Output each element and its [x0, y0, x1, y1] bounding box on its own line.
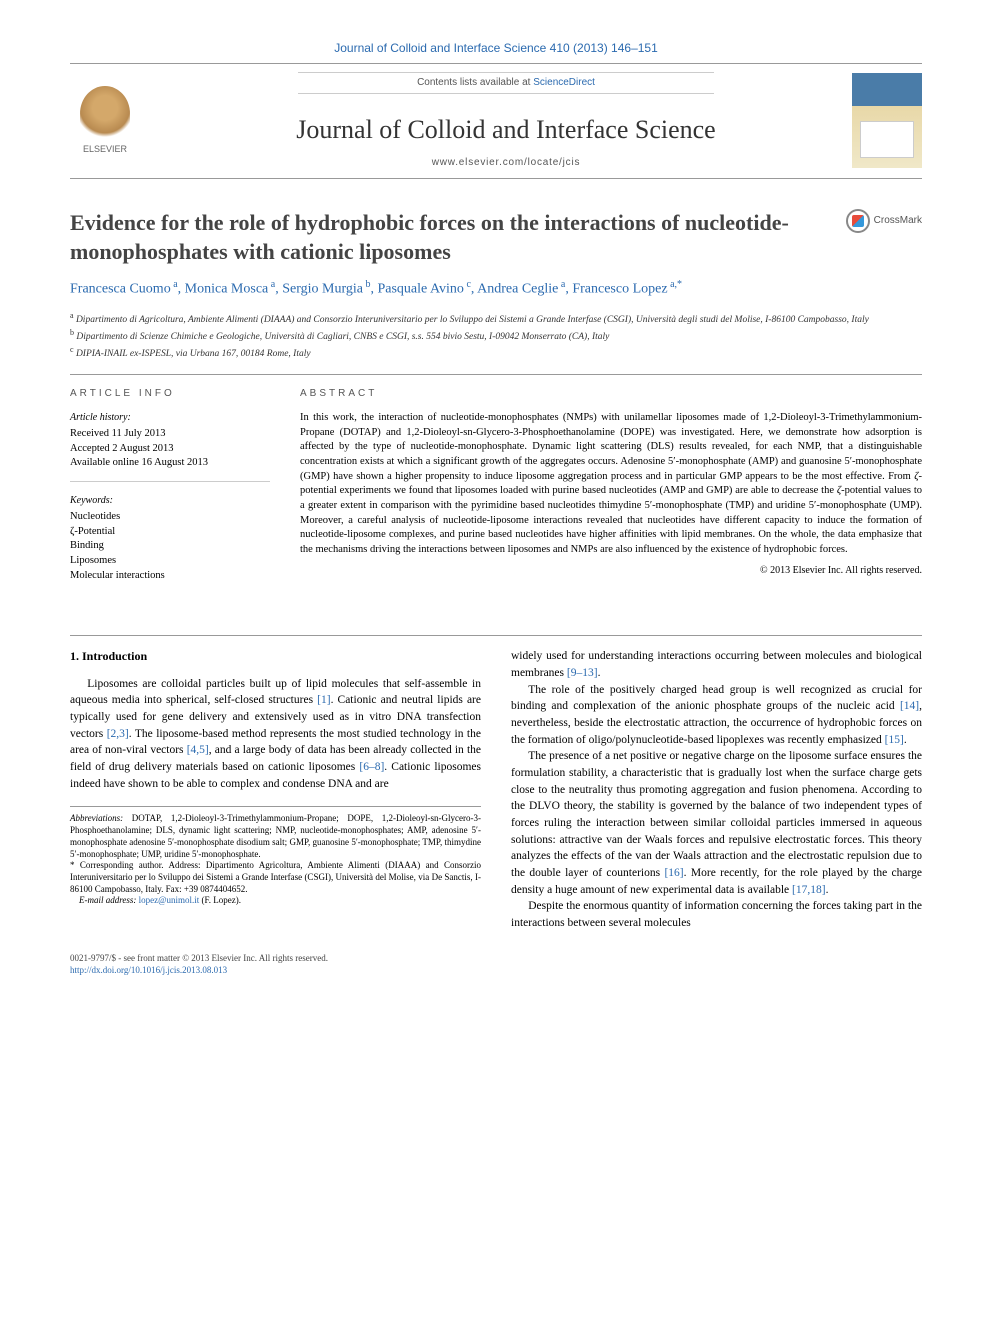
keyword: ζ-Potential — [70, 525, 270, 540]
elsevier-logo[interactable]: ELSEVIER — [70, 81, 140, 161]
doi-link[interactable]: http://dx.doi.org/10.1016/j.jcis.2013.08… — [70, 965, 227, 975]
abstract-copyright: © 2013 Elsevier Inc. All rights reserved… — [300, 564, 922, 578]
article-info-sidebar: ARTICLE INFO Article history: Received 1… — [70, 387, 270, 606]
author-list: Francesca Cuomo a, Monica Mosca a, Sergi… — [70, 278, 922, 299]
email-note: E-mail address: lopez@unimol.it (F. Lope… — [70, 895, 481, 907]
journal-url[interactable]: www.elsevier.com/locate/jcis — [160, 156, 852, 170]
sciencedirect-link[interactable]: ScienceDirect — [533, 77, 595, 88]
footnotes: Abbreviations: DOTAP, 1,2-Dioleoyl-3-Tri… — [70, 806, 481, 907]
elsevier-tree-icon — [80, 86, 130, 141]
divider — [70, 374, 922, 375]
crossmark-icon — [846, 209, 870, 233]
history-line: Received 11 July 2013 — [70, 427, 270, 442]
email-link[interactable]: lopez@unimol.it — [139, 895, 200, 905]
history-title: Article history: — [70, 411, 270, 425]
body-paragraph: widely used for understanding interactio… — [511, 648, 922, 681]
intro-heading: 1. Introduction — [70, 648, 481, 665]
abstract-heading: ABSTRACT — [300, 387, 922, 401]
history-line: Available online 16 August 2013 — [70, 456, 270, 471]
elsevier-label: ELSEVIER — [83, 143, 127, 156]
keyword: Nucleotides — [70, 510, 270, 525]
keyword: Molecular interactions — [70, 569, 270, 584]
abbrev-text: DOTAP, 1,2-Dioleoyl-3-Trimethylammonium-… — [70, 813, 481, 858]
keyword: Binding — [70, 539, 270, 554]
abbreviations-note: Abbreviations: DOTAP, 1,2-Dioleoyl-3-Tri… — [70, 813, 481, 860]
crossmark-badge[interactable]: CrossMark — [846, 209, 922, 233]
history-line: Accepted 2 August 2013 — [70, 442, 270, 457]
journal-name: Journal of Colloid and Interface Science — [160, 112, 852, 148]
affiliations: a Dipartimento di Agricoltura, Ambiente … — [70, 310, 922, 362]
keywords-title: Keywords: — [70, 494, 270, 508]
body-paragraph: The presence of a net positive or negati… — [511, 748, 922, 898]
corr-label: * Corresponding author. — [70, 860, 168, 870]
issn-line: 0021-9797/$ - see front matter © 2013 El… — [70, 952, 922, 965]
keyword: Liposomes — [70, 554, 270, 569]
abbrev-label: Abbreviations: — [70, 813, 123, 823]
corresponding-note: * Corresponding author. Address: Diparti… — [70, 860, 481, 895]
abstract-column: ABSTRACT In this work, the interaction o… — [300, 387, 922, 606]
contents-prefix: Contents lists available at — [417, 77, 533, 88]
journal-cover-thumbnail[interactable] — [852, 73, 922, 168]
body-columns: 1. Introduction Liposomes are colloidal … — [70, 648, 922, 931]
contents-available: Contents lists available at ScienceDirec… — [298, 72, 713, 94]
journal-citation[interactable]: Journal of Colloid and Interface Science… — [70, 40, 922, 57]
email-label: E-mail address: — [79, 895, 139, 905]
article-keywords: Keywords: Nucleotidesζ-PotentialBindingL… — [70, 494, 270, 593]
article-title: Evidence for the role of hydrophobic for… — [70, 209, 826, 266]
article-history: Article history: Received 11 July 2013Ac… — [70, 411, 270, 482]
divider — [70, 635, 922, 636]
body-paragraph: Liposomes are colloidal particles built … — [70, 676, 481, 793]
abstract-text: In this work, the interaction of nucleot… — [300, 411, 922, 558]
masthead-center: Contents lists available at ScienceDirec… — [160, 72, 852, 170]
article-info-heading: ARTICLE INFO — [70, 387, 270, 401]
body-paragraph: The role of the positively charged head … — [511, 682, 922, 749]
body-paragraph: Despite the enormous quantity of informa… — [511, 898, 922, 931]
email-paren: (F. Lopez). — [199, 895, 241, 905]
masthead: ELSEVIER Contents lists available at Sci… — [70, 63, 922, 179]
crossmark-label: CrossMark — [874, 214, 922, 228]
page-footer: 0021-9797/$ - see front matter © 2013 El… — [70, 952, 922, 977]
